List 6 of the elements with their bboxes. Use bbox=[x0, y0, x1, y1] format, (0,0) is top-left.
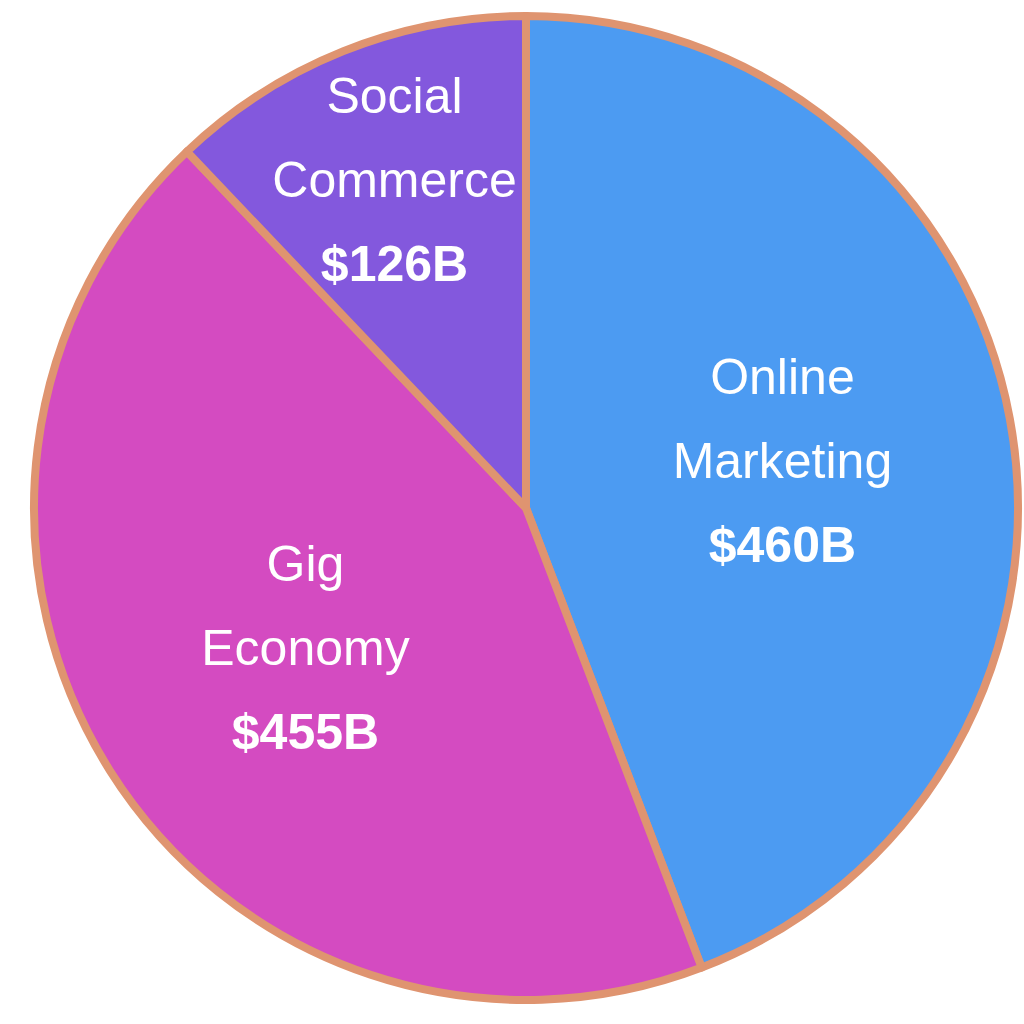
data-label: $126B bbox=[320, 235, 469, 292]
slice-label: Online Marketing bbox=[672, 349, 893, 490]
slice-label: Gig Economy bbox=[201, 535, 410, 676]
data-label: $460B bbox=[708, 517, 857, 574]
slice-label: Social Commerce bbox=[272, 67, 517, 208]
data-label: $455B bbox=[231, 703, 380, 760]
